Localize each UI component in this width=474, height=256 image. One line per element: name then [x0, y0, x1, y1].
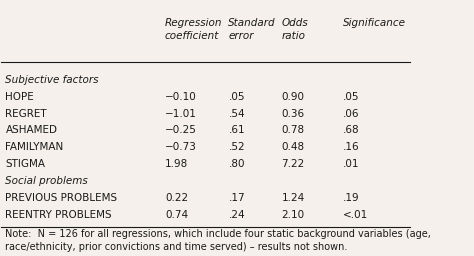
Text: Subjective factors: Subjective factors: [6, 75, 99, 85]
Text: 1.98: 1.98: [165, 159, 188, 169]
Text: REENTRY PROBLEMS: REENTRY PROBLEMS: [6, 210, 112, 220]
Text: PREVIOUS PROBLEMS: PREVIOUS PROBLEMS: [6, 193, 118, 203]
Text: 0.36: 0.36: [282, 109, 305, 119]
Text: .06: .06: [343, 109, 359, 119]
Text: 0.78: 0.78: [282, 125, 305, 135]
Text: .17: .17: [228, 193, 245, 203]
Text: .68: .68: [343, 125, 360, 135]
Text: 0.90: 0.90: [282, 92, 305, 102]
Text: 1.24: 1.24: [282, 193, 305, 203]
Text: 0.22: 0.22: [165, 193, 188, 203]
Text: .54: .54: [228, 109, 245, 119]
Text: .61: .61: [228, 125, 245, 135]
Text: −1.01: −1.01: [165, 109, 197, 119]
Text: .52: .52: [228, 142, 245, 152]
Text: <.01: <.01: [343, 210, 368, 220]
Text: Significance: Significance: [343, 18, 406, 28]
Text: −0.25: −0.25: [165, 125, 197, 135]
Text: Social problems: Social problems: [6, 176, 88, 186]
Text: STIGMA: STIGMA: [6, 159, 46, 169]
Text: .80: .80: [228, 159, 245, 169]
Text: .05: .05: [343, 92, 359, 102]
Text: 7.22: 7.22: [282, 159, 305, 169]
Text: .16: .16: [343, 142, 360, 152]
Text: .01: .01: [343, 159, 359, 169]
Text: ASHAMED: ASHAMED: [6, 125, 57, 135]
Text: −0.73: −0.73: [165, 142, 197, 152]
Text: .24: .24: [228, 210, 245, 220]
Text: 2.10: 2.10: [282, 210, 305, 220]
Text: 0.74: 0.74: [165, 210, 188, 220]
Text: Regression
coefficient: Regression coefficient: [165, 18, 222, 41]
Text: .19: .19: [343, 193, 360, 203]
Text: Note:  N = 126 for all regressions, which include four static background variabl: Note: N = 126 for all regressions, which…: [6, 229, 431, 252]
Text: REGRET: REGRET: [6, 109, 47, 119]
Text: Odds
ratio: Odds ratio: [282, 18, 308, 41]
Text: −0.10: −0.10: [165, 92, 197, 102]
Text: HOPE: HOPE: [6, 92, 34, 102]
Text: Standard
error: Standard error: [228, 18, 276, 41]
Text: FAMILYMAN: FAMILYMAN: [6, 142, 64, 152]
Text: 0.48: 0.48: [282, 142, 305, 152]
Text: .05: .05: [228, 92, 245, 102]
